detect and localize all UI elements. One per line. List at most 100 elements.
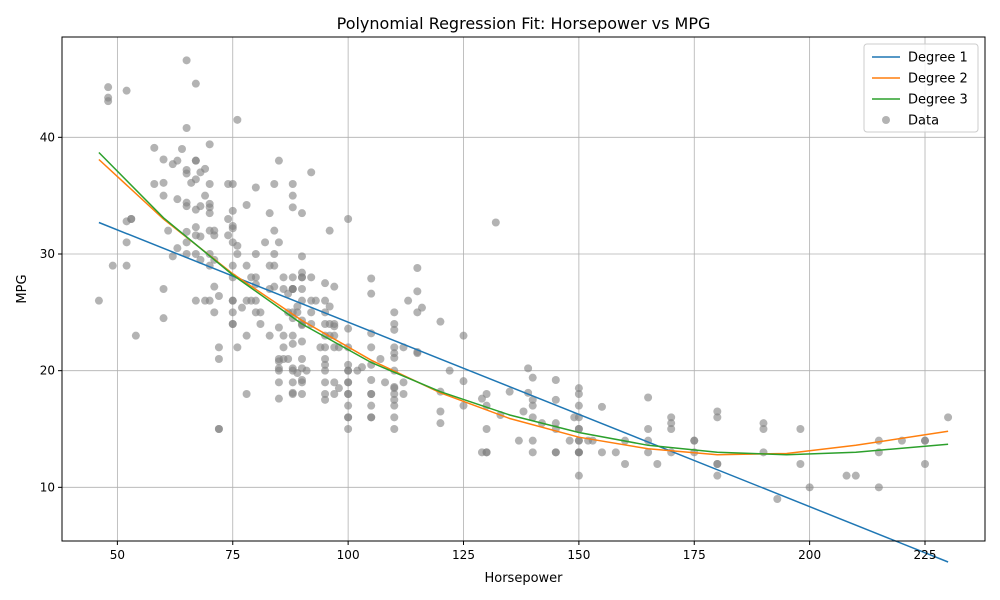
data-point [210,308,219,317]
data-point [164,226,173,235]
data-point [159,314,168,323]
data-point [182,56,191,65]
data-point [242,261,251,270]
data-point [224,215,233,223]
x-tick-label: 150 [567,548,590,562]
data-point [524,364,533,373]
data-point [288,191,297,200]
legend-box [863,43,979,133]
data-point [357,363,366,372]
data-point [256,320,265,328]
data-point [228,224,237,233]
x-tick-label: 75 [225,548,240,562]
legend-label: Data [908,114,939,129]
data-point [196,202,205,211]
data-point [482,390,491,398]
legend-label: Degree 1 [908,51,968,66]
data-point [321,343,330,352]
data-point [288,285,297,293]
data-point [274,378,283,387]
legend-label: Degree 2 [908,72,968,87]
data-point [191,79,200,88]
data-point [390,395,399,404]
data-point [242,201,251,209]
data-point [390,320,399,328]
data-point [944,413,953,422]
data-point [551,395,560,404]
data-point [367,343,376,352]
data-point [344,215,353,223]
data-point [159,178,168,187]
data-point [482,448,491,457]
data-point [321,360,330,369]
y-axis-ticks: 10 20 30 40 [40,130,62,494]
data-point [334,384,343,393]
data-point [376,355,385,363]
data-point [390,353,399,362]
data-point [321,366,330,375]
data-point [274,366,283,375]
data-point [390,390,399,398]
data-point [321,395,330,404]
y-axis-label: MPG [15,274,30,303]
data-point [344,324,353,333]
data-point [390,325,399,334]
data-point [805,483,814,492]
data-point [233,241,242,250]
x-tick-label: 100 [337,548,360,562]
data-point [150,143,159,152]
data-point [270,261,279,270]
data-point [228,296,237,305]
data-point [921,436,930,445]
data-point [177,145,186,153]
data-point [297,337,306,346]
data-point [293,302,302,311]
data-point [182,124,191,132]
data-point [417,303,426,312]
data-point [644,448,653,457]
data-point [667,419,676,428]
data-point [325,302,334,311]
data-point [233,250,242,258]
data-point [214,292,223,300]
x-tick-label: 125 [452,548,475,562]
data-point [330,378,339,387]
scatter-points [94,56,953,503]
data-point [436,407,445,416]
data-point [759,448,768,457]
data-point [122,261,131,270]
data-point [842,471,851,480]
data-point [307,320,316,328]
data-point [279,343,288,352]
data-point [182,202,191,211]
data-point [491,218,500,227]
data-point [551,419,560,428]
data-point [297,273,306,282]
data-point [288,180,297,188]
data-point [293,308,302,317]
data-point [404,296,413,305]
y-tick-label: 30 [40,247,55,261]
data-point [182,169,191,178]
data-point [367,390,376,398]
data-point [482,425,491,433]
data-point [288,339,297,348]
data-point [122,238,131,247]
data-point [288,203,297,212]
data-point [284,355,293,363]
data-point [251,250,260,258]
data-point [528,436,537,445]
data-point [321,355,330,363]
data-point [173,156,182,165]
plot-area-frame [61,36,986,542]
x-tick-label: 225 [914,548,937,562]
data-point [251,296,260,305]
fit-line-degree-3 [98,151,949,456]
fit-line-degree-1 [98,221,949,563]
data-point [574,390,583,398]
data-point [122,86,131,95]
data-point [307,168,316,177]
data-point [270,250,279,258]
data-point [390,425,399,433]
